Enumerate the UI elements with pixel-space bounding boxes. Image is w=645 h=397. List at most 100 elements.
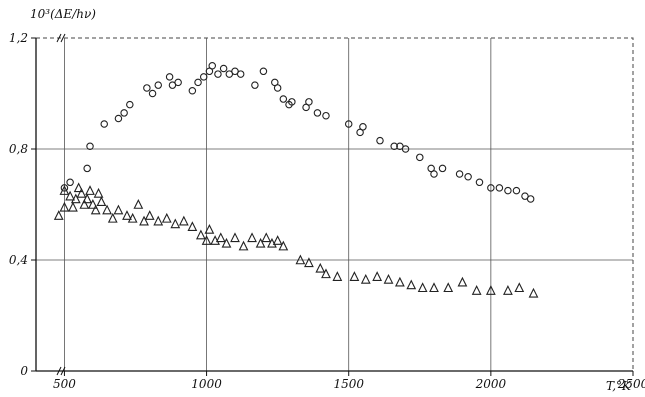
y-tick-label: 1,2 xyxy=(9,31,28,45)
data-point-triangle xyxy=(272,235,283,245)
data-point-triangle xyxy=(443,282,454,293)
data-point-circle xyxy=(512,186,521,195)
data-point-circle xyxy=(100,120,108,128)
data-point-triangle xyxy=(215,232,226,243)
data-point-circle xyxy=(322,111,330,120)
data-point-triangle xyxy=(528,287,539,298)
data-point-triangle xyxy=(332,271,343,281)
data-point-triangle xyxy=(457,276,468,287)
data-point-triangle xyxy=(372,271,383,281)
data-point-triangle xyxy=(73,182,84,193)
x-tick-label: 500 xyxy=(53,377,76,391)
data-point-circle xyxy=(199,73,208,81)
data-point-circle xyxy=(376,136,384,145)
data-point-circle xyxy=(174,78,182,87)
data-point-triangle xyxy=(113,204,124,215)
data-point-triangle xyxy=(68,201,78,212)
data-point-triangle xyxy=(59,201,70,212)
x-axis-label: T,°K xyxy=(606,379,632,393)
data-point-triangle xyxy=(122,210,132,220)
data-point-circle xyxy=(288,98,296,106)
data-point-triangle xyxy=(127,212,138,223)
data-point-triangle xyxy=(85,185,95,195)
y-axis-label: 10³(ΔE/hν) xyxy=(30,7,96,21)
data-point-circle xyxy=(526,195,535,203)
data-point-triangle xyxy=(238,240,249,251)
data-point-circle xyxy=(305,98,313,106)
data-point-circle xyxy=(273,84,282,92)
y-tick-label: 0 xyxy=(20,364,28,378)
data-point-circle xyxy=(236,70,245,78)
data-point-triangle xyxy=(503,285,513,295)
x-tick-label: 1000 xyxy=(191,377,222,391)
data-point-circle xyxy=(83,164,91,173)
data-point-circle xyxy=(165,73,174,81)
data-point-circle xyxy=(487,184,495,192)
data-point-circle xyxy=(66,178,74,187)
data-point-circle xyxy=(214,70,222,78)
data-point-triangle xyxy=(255,237,266,248)
data-point-triangle xyxy=(221,237,232,248)
data-point-triangle xyxy=(278,240,289,251)
data-point-triangle xyxy=(133,199,144,209)
data-point-triangle xyxy=(93,187,104,198)
data-point-triangle xyxy=(394,276,405,287)
data-point-triangle xyxy=(139,215,149,226)
data-point-circle xyxy=(194,78,202,87)
data-point-circle xyxy=(416,153,424,162)
data-point-triangle xyxy=(406,279,417,290)
x-tick-label: 2000 xyxy=(475,377,507,391)
data-point-circle xyxy=(464,173,472,181)
data-point-triangle xyxy=(96,196,107,207)
data-point-triangle xyxy=(383,273,394,284)
data-point-triangle xyxy=(53,210,64,220)
data-point-circle xyxy=(188,86,197,95)
data-point-triangle xyxy=(153,215,164,226)
x-axis-break xyxy=(56,366,62,376)
data-point-circle xyxy=(344,120,353,128)
data-point-triangle xyxy=(201,235,212,245)
plot-frame xyxy=(35,37,634,372)
data-point-circle xyxy=(60,184,69,192)
data-point-triangle xyxy=(144,210,155,220)
data-point-circle xyxy=(279,95,288,103)
data-point-circle xyxy=(495,184,504,192)
data-point-triangle xyxy=(360,273,371,284)
data-point-triangle xyxy=(59,185,70,195)
data-point-circle xyxy=(114,114,123,123)
y-tick-label: 0,4 xyxy=(9,253,28,267)
x-tick-label: 1500 xyxy=(333,377,364,391)
data-point-triangle xyxy=(315,262,326,273)
data-point-triangle xyxy=(195,229,206,240)
data-point-circle xyxy=(126,100,134,109)
data-point-circle xyxy=(259,67,268,76)
data-point-triangle xyxy=(304,257,314,268)
data-point-circle xyxy=(430,170,438,178)
data-point-triangle xyxy=(170,218,181,229)
data-point-triangle xyxy=(417,282,428,293)
data-point-circle xyxy=(359,123,367,131)
top-axis-break xyxy=(56,33,62,43)
data-point-circle xyxy=(251,81,259,89)
data-point-circle xyxy=(148,89,157,98)
data-point-triangle xyxy=(349,271,360,281)
data-point-circle xyxy=(504,186,512,195)
data-point-triangle xyxy=(102,204,112,215)
data-point-triangle xyxy=(471,285,482,295)
data-point-triangle xyxy=(261,232,272,243)
data-point-triangle xyxy=(87,199,98,209)
data-point-triangle xyxy=(485,285,496,295)
data-point-triangle xyxy=(204,223,215,234)
data-point-triangle xyxy=(79,199,90,209)
data-point-circle xyxy=(154,81,162,89)
data-point-triangle xyxy=(321,268,331,279)
data-point-triangle xyxy=(187,221,198,231)
data-point-triangle xyxy=(82,193,93,204)
data-point-triangle xyxy=(90,204,101,215)
data-point-triangle xyxy=(178,215,189,226)
data-point-triangle xyxy=(429,282,439,293)
data-point-circle xyxy=(455,170,464,178)
y-tick-label: 0,8 xyxy=(9,142,28,156)
data-point-triangle xyxy=(70,193,81,204)
